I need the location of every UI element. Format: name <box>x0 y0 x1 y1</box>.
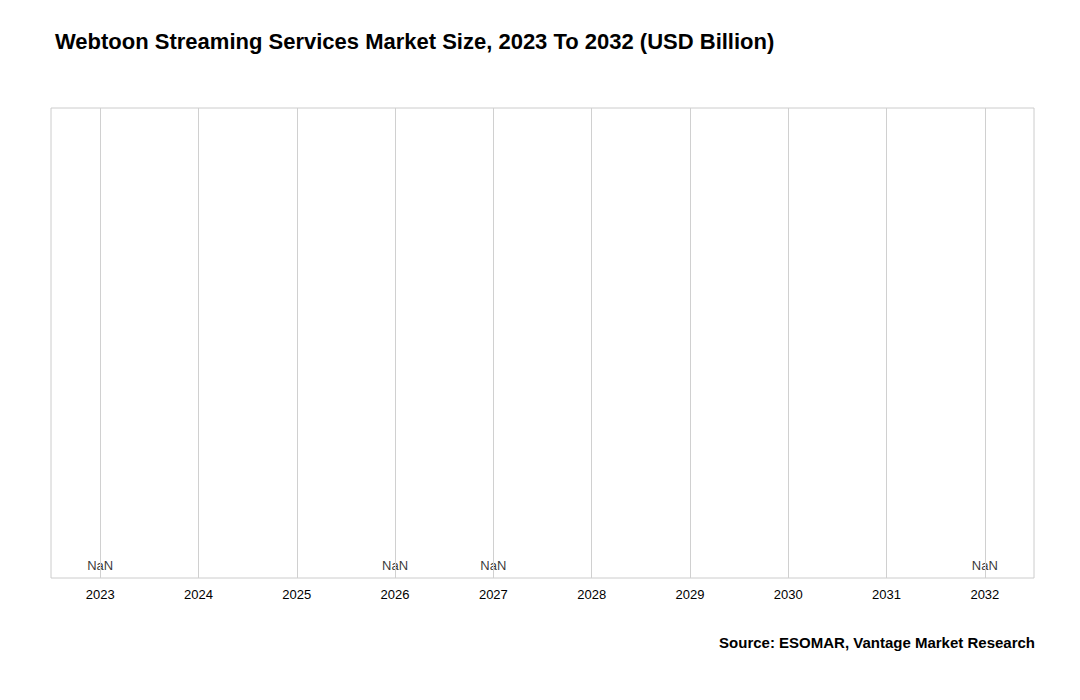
svg-text:NaN: NaN <box>382 558 409 573</box>
svg-text:NaN: NaN <box>480 558 507 573</box>
svg-text:2024: 2024 <box>184 587 213 602</box>
svg-text:NaN: NaN <box>972 558 998 573</box>
svg-text:2026: 2026 <box>381 587 410 602</box>
svg-text:Webtoon Streaming Services Mar: Webtoon Streaming Services Market Size, … <box>55 29 774 54</box>
svg-text:2032: 2032 <box>970 587 999 602</box>
svg-text:2030: 2030 <box>774 587 803 602</box>
svg-text:2029: 2029 <box>675 587 704 602</box>
svg-text:2031: 2031 <box>872 587 901 602</box>
svg-text:2027: 2027 <box>479 587 508 602</box>
svg-text:2025: 2025 <box>282 587 311 602</box>
svg-text:NaN: NaN <box>87 558 114 573</box>
svg-text:Source: ESOMAR, Vantage Market: Source: ESOMAR, Vantage Market Research <box>719 634 1035 651</box>
svg-text:2023: 2023 <box>86 587 115 602</box>
svg-text:2028: 2028 <box>577 587 606 602</box>
